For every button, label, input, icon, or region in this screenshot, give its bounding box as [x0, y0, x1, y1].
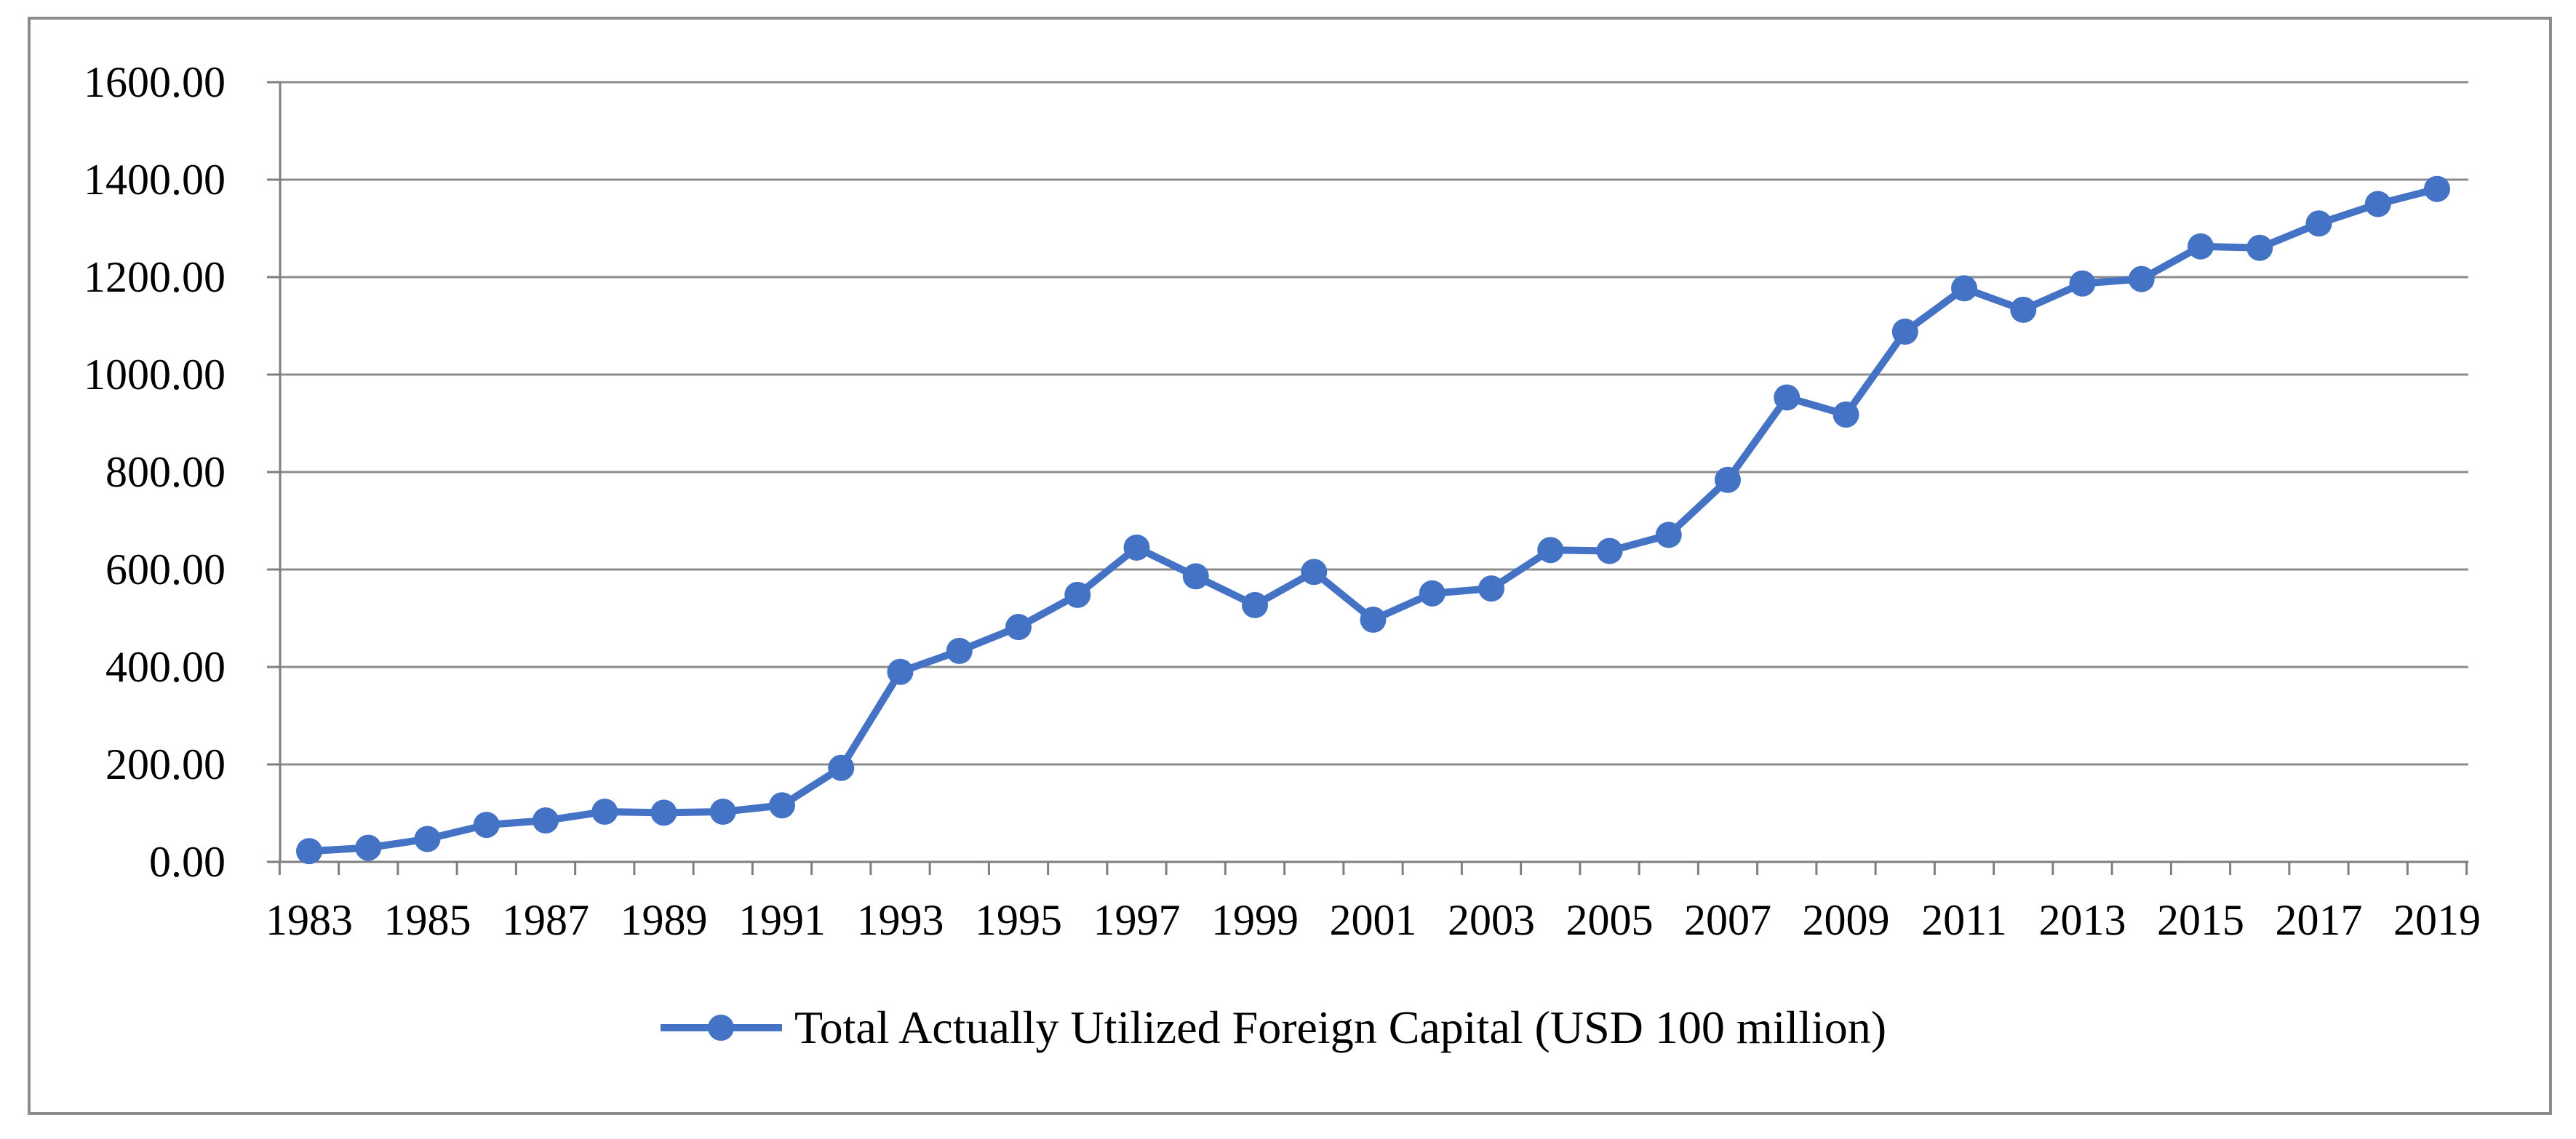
y-tick-label: 1200.00: [84, 253, 226, 301]
x-tick-label: 2015: [2157, 896, 2244, 944]
legend-dot-marker: [708, 1015, 734, 1041]
data-point: [591, 798, 618, 825]
x-tick-label: 1997: [1093, 896, 1181, 944]
data-point: [1123, 534, 1150, 561]
series-line: [296, 175, 2450, 865]
x-tick-label: 1993: [857, 896, 944, 944]
x-tick-label: 1989: [621, 896, 708, 944]
data-point: [2246, 234, 2273, 261]
data-point: [2424, 175, 2450, 202]
data-point: [1715, 466, 1741, 493]
legend: Total Actually Utilized Foreign Capital …: [661, 1002, 1886, 1053]
data-point: [1419, 580, 1445, 607]
data-point: [1537, 537, 1564, 564]
chart-border: [28, 17, 2552, 1115]
y-tick-label: 200.00: [105, 740, 226, 788]
data-point: [2188, 233, 2214, 260]
data-point: [2128, 265, 2155, 292]
data-point: [1005, 614, 1032, 641]
x-tick-label: 2011: [1921, 896, 2007, 944]
y-tick-label: 1600.00: [84, 58, 226, 106]
x-tick-label: 1995: [975, 896, 1062, 944]
y-tick-label: 0.00: [149, 838, 226, 886]
data-point: [2305, 210, 2332, 237]
data-point: [414, 826, 441, 852]
y-tick-labels: 0.00 200.00 400.00 600.00 800.00 1000.00 1200.…: [84, 58, 226, 886]
x-tick-label: 2005: [1566, 896, 1654, 944]
data-point: [709, 798, 736, 825]
x-tick-label: 2003: [1448, 896, 1535, 944]
data-point: [1833, 401, 1859, 428]
x-tick-label: 2001: [1330, 896, 1417, 944]
data-point: [650, 799, 677, 826]
data-point: [1596, 537, 1623, 564]
y-tick-label: 600.00: [105, 545, 226, 594]
y-tick-label: 400.00: [105, 643, 226, 691]
data-point: [533, 807, 559, 834]
gridlines: [280, 81, 2468, 766]
x-tick-label: 1999: [1211, 896, 1299, 944]
x-tick-label: 1987: [502, 896, 589, 944]
x-tick-label: 2007: [1684, 896, 1771, 944]
data-point: [1951, 275, 1977, 302]
data-point: [2364, 191, 2391, 217]
y-tick-label: 1400.00: [84, 156, 226, 204]
data-point: [1478, 575, 1504, 602]
data-point: [2010, 296, 2037, 323]
data-point: [1242, 591, 1268, 618]
x-tick-label: 2013: [2039, 896, 2126, 944]
data-point: [1064, 581, 1091, 608]
data-point: [1655, 521, 1682, 548]
x-tick-labels: 1983 1985 1987 1989 1991 1993 1995 1997 1999 2001…: [266, 896, 2481, 944]
data-point: [1182, 563, 1209, 590]
x-tick-label: 1985: [384, 896, 471, 944]
data-point: [828, 754, 855, 781]
data-point: [946, 637, 973, 664]
data-point: [355, 834, 382, 861]
data-point: [296, 838, 322, 865]
legend-label: Total Actually Utilized Foreign Capital …: [794, 1002, 1886, 1053]
data-point: [769, 792, 795, 819]
data-point: [2069, 270, 2096, 297]
x-tick-label: 2009: [1803, 896, 1890, 944]
x-tick-label: 2017: [2276, 896, 2363, 944]
x-tick-label: 2019: [2393, 896, 2481, 944]
x-tick-label: 1983: [266, 896, 353, 944]
axes: [267, 81, 2468, 875]
data-point: [1360, 607, 1387, 634]
data-point: [473, 812, 500, 839]
data-point: [887, 658, 914, 685]
y-tick-label: 800.00: [105, 448, 226, 496]
data-point: [1774, 384, 1801, 411]
y-tick-label: 1000.00: [84, 351, 226, 399]
x-tick-label: 1991: [738, 896, 826, 944]
data-point: [1891, 319, 1918, 345]
data-point: [1301, 559, 1328, 586]
